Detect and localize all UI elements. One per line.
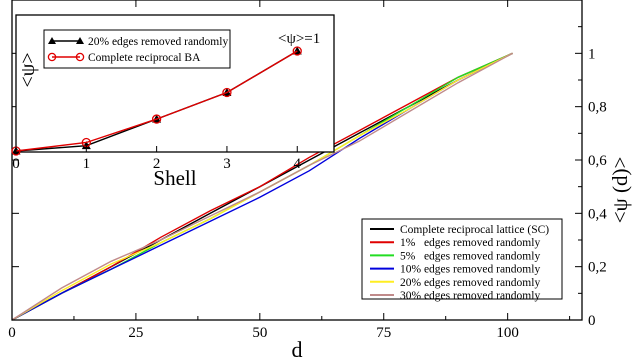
inset-point-triangle [81,141,91,150]
inset-point-circle [151,114,162,124]
inset-x-tick-label: 2 [153,156,161,172]
main-y-tick-label: 1 [588,46,596,62]
main-x-axis-label: d [292,337,303,360]
inset-annotation: <ψ>=1 [278,31,320,47]
main-x-tick-label: 50 [252,325,267,341]
inset-x-tick-label: 0 [12,156,20,172]
main-x-tick-label: 25 [128,325,143,341]
inset-x-tick-label: 3 [223,156,231,172]
inset-series-line-1 [15,50,298,152]
main-x-tick-label: 100 [496,325,519,341]
inset-legend-marker [47,52,57,62]
main-legend-box [361,218,563,300]
main-legend: Complete reciprocal lattice (SC)1% edges… [361,218,563,302]
inset-x-tick-label: 4 [294,156,302,172]
main-series-group [11,52,513,321]
inset-legend-marker [76,37,84,44]
main-x-ticks: 0 25 50 75 100 [8,0,571,341]
main-y-ticks: 0 0,2 0,4 0,6 0,8 1 [12,26,607,329]
main-y-tick-label: 0,8 [588,100,607,116]
inset-legend-box [43,29,231,69]
main-legend-label-4: 20% edges removed randomly [400,277,540,289]
inset-legend-marker [75,52,85,62]
inset-legend: 20% edges removed randomly Complete recip… [43,29,231,69]
main-y-tick-label: 0,4 [588,206,607,222]
main-y-tick-label: 0,6 [588,153,607,169]
main-series-line-5 [11,52,513,321]
inset-chart: 0 1 2 3 4 Shell <ψ> <ψ>=1 20% edges removed … [11,14,335,190]
inset-legend-label-1: Complete reciprocal BA [88,52,201,64]
main-y-tick-label: 0 [588,313,596,329]
inset-x-ticks: 0 1 2 3 4 [12,146,302,172]
main-y-tick-label: 0,2 [588,260,607,276]
main-x-tick-label: 75 [376,325,391,341]
inset-y-axis-label: <ψ> [17,52,39,87]
inset-point-circle [222,87,232,98]
main-legend-label-0: Complete reciprocal lattice (SC) [400,224,549,236]
main-legend-label-5: 30% edges removed randomly [400,290,540,302]
inset-x-tick-label: 1 [83,156,91,172]
main-x-tick-label: 0 [8,325,16,341]
main-legend-label-2: 5% edges removed randomly [400,250,540,262]
inset-point-circle [292,46,302,56]
main-chart: 0 25 50 75 100 0 0,2 0,4 0,6 0,8 1 d <ψ (d)> Comp… [8,0,632,360]
main-legend-label-3: 10% edges removed randomly [400,264,540,276]
main-series-line-1 [11,52,513,321]
inset-legend-marker [48,37,56,44]
inset-legend-label-0: 20% edges removed randomly [88,36,228,48]
inset-x-axis-label: Shell [153,166,196,190]
main-legend-label-1: 1% edges removed randomly [400,237,540,249]
main-y-axis-label: <ψ (d)> [608,157,632,224]
